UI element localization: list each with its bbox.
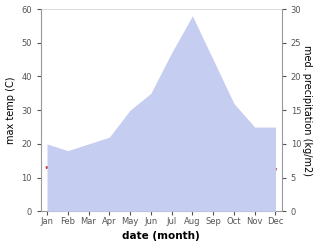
Y-axis label: med. precipitation (kg/m2): med. precipitation (kg/m2) bbox=[302, 45, 313, 176]
X-axis label: date (month): date (month) bbox=[122, 231, 200, 242]
Y-axis label: max temp (C): max temp (C) bbox=[5, 76, 16, 144]
